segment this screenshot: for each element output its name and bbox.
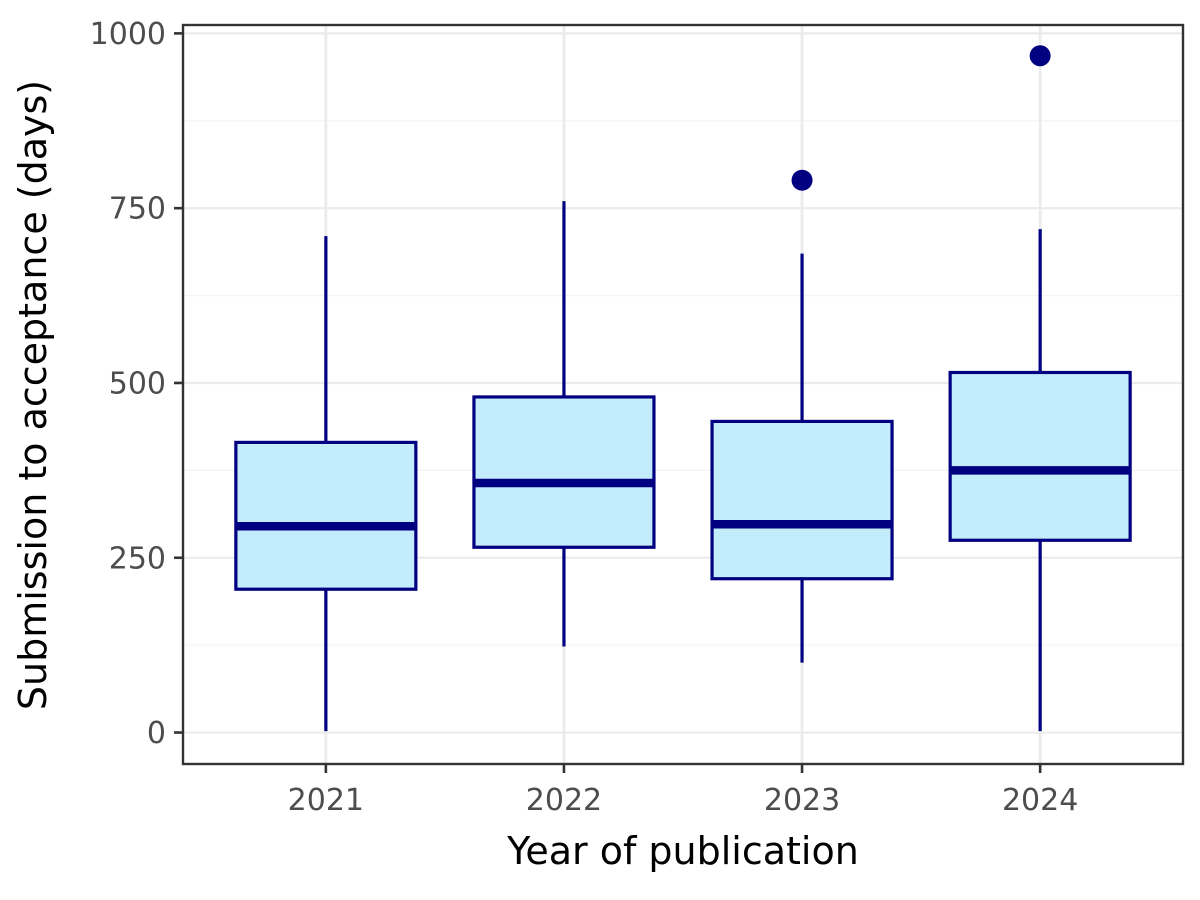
- y-tick-label-750: 750: [109, 192, 166, 227]
- box-2021: [234, 440, 418, 591]
- boxplots: [234, 45, 1132, 732]
- panel-border: [181, 23, 1185, 766]
- x-tick-label-2021: 2021: [288, 783, 364, 818]
- outlier-2024-0: [1029, 45, 1051, 67]
- y-tick-label-1000: 1000: [90, 17, 166, 52]
- box-2024: [948, 370, 1132, 542]
- y-axis-title: Submission to acceptance (days): [11, 80, 55, 710]
- box-2023: [710, 419, 894, 581]
- box-2022: [472, 395, 656, 549]
- x-tick-label-2023: 2023: [764, 783, 840, 818]
- axis-ticks: [174, 32, 1042, 773]
- panel-border-group: [181, 23, 1185, 766]
- x-tick-label-2024: 2024: [1002, 783, 1078, 818]
- outlier-2023-0: [791, 169, 813, 191]
- y-tick-label-0: 0: [147, 716, 166, 751]
- x-tick-label-2022: 2022: [526, 783, 602, 818]
- y-tick-label-250: 250: [109, 541, 166, 576]
- axis-tick-labels: 0 250 500 750 1000 2021 2022 2023 2024: [90, 17, 1079, 818]
- x-axis-title: Year of publication: [506, 829, 859, 873]
- y-tick-label-500: 500: [109, 366, 166, 401]
